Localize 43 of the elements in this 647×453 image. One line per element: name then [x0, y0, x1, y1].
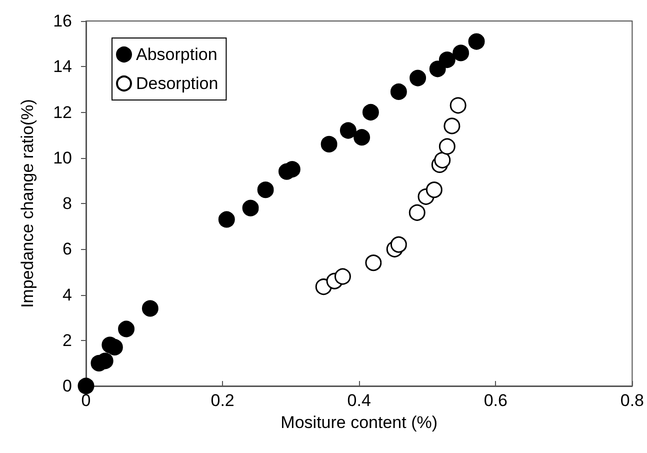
- point: [242, 200, 259, 216]
- point: [426, 182, 442, 198]
- x-tick-label: 0.6: [484, 391, 508, 410]
- y-axis-title: Impedance change ratio(%): [18, 99, 37, 308]
- y-tick-label: 2: [62, 330, 72, 350]
- point: [354, 129, 370, 146]
- point: [438, 138, 456, 155]
- y-tick-label: 10: [53, 148, 72, 168]
- point: [118, 320, 135, 338]
- point: [468, 33, 485, 50]
- legend-label: Absorption: [136, 45, 218, 64]
- y-tick-label: 6: [62, 240, 72, 259]
- point: [438, 52, 456, 68]
- point: [78, 378, 94, 394]
- x-tick-label: 0.4: [347, 391, 371, 410]
- legend-label: Desorption: [136, 74, 218, 93]
- point: [452, 44, 470, 62]
- point: [334, 268, 351, 285]
- y-tick-label: 16: [53, 12, 72, 30]
- point: [340, 122, 356, 139]
- point: [362, 104, 379, 120]
- point: [450, 97, 466, 114]
- y-tick-label: 0: [62, 376, 72, 396]
- x-tick-label: 0.2: [210, 391, 234, 410]
- point: [320, 136, 338, 152]
- point: [444, 118, 460, 134]
- point: [218, 211, 235, 228]
- y-tick-label: 12: [53, 102, 72, 122]
- point: [410, 70, 426, 86]
- x-axis-title: Mositure content (%): [280, 412, 438, 432]
- point: [434, 152, 451, 168]
- point: [257, 182, 274, 198]
- point: [390, 236, 407, 253]
- point: [365, 254, 382, 272]
- x-tick-label: 0.8: [620, 391, 644, 410]
- point: [142, 300, 158, 317]
- y-tick-label: 4: [62, 285, 72, 304]
- y-tick-label: 14: [53, 57, 72, 76]
- point: [408, 204, 426, 221]
- y-tick-label: 8: [62, 194, 72, 213]
- x-tick-label: 0: [81, 391, 91, 410]
- point: [429, 60, 446, 78]
- point: [390, 83, 407, 100]
